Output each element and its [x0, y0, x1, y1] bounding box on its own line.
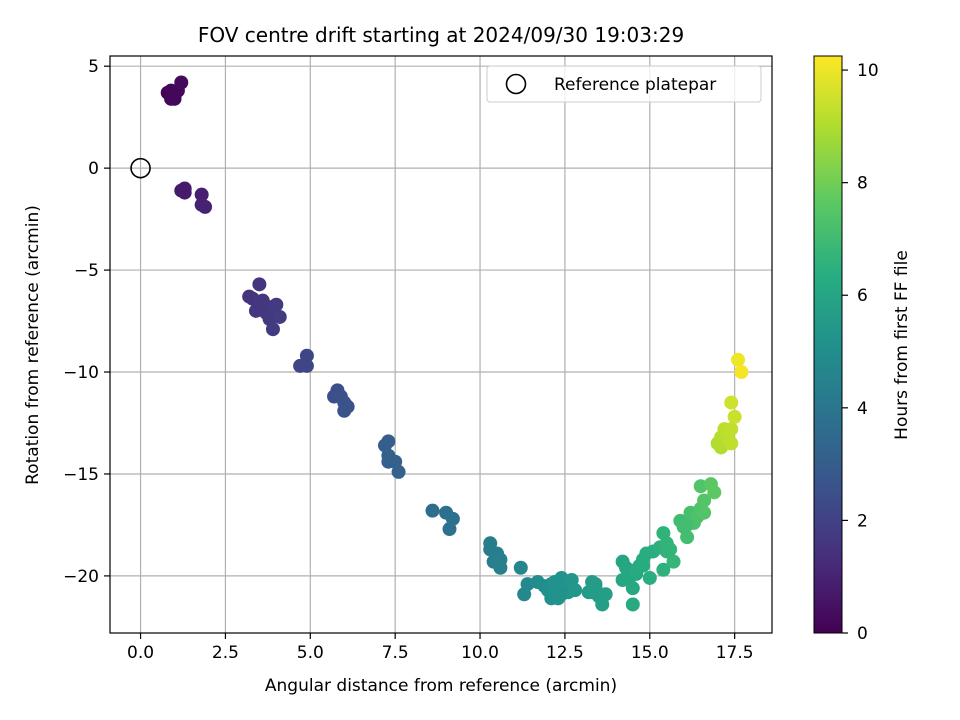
legend-open-circle-icon: [505, 73, 527, 95]
data-point: [720, 424, 735, 439]
data-point: [167, 89, 182, 104]
colorbar-label: Hours from first FF file: [892, 250, 912, 440]
data-point: [547, 575, 562, 590]
colorbar-tick-label: 6: [857, 286, 868, 306]
y-tick-label: 0: [88, 159, 99, 179]
chart-title: FOV centre drift starting at 2024/09/30 …: [198, 23, 684, 47]
data-point: [177, 185, 192, 200]
y-axis-ticks: 5 0 −5 −10 −15 −20: [63, 57, 110, 587]
data-point: [425, 503, 440, 518]
legend: Reference platepar: [486, 65, 762, 103]
data-point: [252, 277, 267, 292]
data-point: [255, 293, 270, 308]
colorbar-tick-label: 8: [857, 174, 868, 194]
data-point: [707, 485, 722, 500]
x-tick-label: 15.0: [631, 643, 669, 663]
data-point: [724, 395, 739, 410]
legend-box: [486, 65, 762, 103]
data-point: [656, 562, 671, 577]
data-point: [585, 585, 600, 600]
data-point: [269, 297, 284, 312]
x-tick-label: 0.0: [127, 643, 154, 663]
data-point: [727, 409, 742, 424]
data-point: [680, 517, 695, 532]
data-point: [659, 544, 674, 559]
data-point: [734, 365, 749, 380]
y-tick-label: −5: [74, 261, 99, 281]
data-point: [381, 434, 396, 449]
data-point: [445, 511, 460, 526]
data-point: [513, 560, 528, 575]
data-point: [625, 581, 640, 596]
y-axis-label: Rotation from reference (arcmin): [23, 205, 43, 485]
data-point: [265, 322, 280, 337]
legend-label: Reference platepar: [554, 75, 716, 95]
x-tick-label: 7.5: [382, 643, 409, 663]
x-tick-label: 17.5: [716, 643, 754, 663]
data-point: [724, 436, 739, 451]
data-point: [666, 554, 681, 569]
colorbar-ticks: 0 2 4 6 8 10: [842, 61, 879, 644]
data-point: [340, 399, 355, 414]
data-point: [299, 358, 314, 373]
data-point: [568, 583, 583, 598]
data-point: [598, 587, 613, 602]
data-point: [697, 493, 712, 508]
x-tick-label: 5.0: [297, 643, 324, 663]
x-tick-label: 2.5: [212, 643, 239, 663]
colorbar-tick-label: 0: [857, 624, 868, 644]
colorbar: [813, 55, 843, 634]
y-tick-label: 5: [88, 57, 99, 77]
reference-platepar-marker: [130, 157, 151, 179]
x-tick-label: 12.5: [546, 643, 584, 663]
data-point: [198, 199, 213, 214]
y-tick-label: −10: [63, 363, 99, 383]
x-tick-label: 10.0: [461, 643, 499, 663]
colorbar-tick-label: 10: [857, 61, 879, 81]
colorbar-tick-label: 4: [857, 399, 868, 419]
data-point: [625, 597, 640, 612]
data-point: [391, 464, 406, 479]
x-axis-ticks: 0.0 2.5 5.0 7.5 10.0 12.5 15.0 17.5: [127, 633, 754, 663]
data-point: [680, 530, 695, 545]
data-point: [194, 187, 209, 202]
colorbar-tick-label: 2: [857, 511, 868, 531]
data-point: [174, 75, 189, 90]
data-point: [272, 309, 287, 324]
y-tick-label: −15: [63, 465, 99, 485]
y-tick-label: −20: [63, 567, 99, 587]
data-point: [299, 348, 314, 363]
x-axis-label: Angular distance from reference (arcmin): [265, 676, 617, 696]
data-point: [642, 570, 657, 585]
data-points: [160, 75, 749, 612]
plot-frame: [109, 55, 773, 634]
data-point: [731, 352, 746, 367]
data-point: [493, 560, 508, 575]
data-point: [635, 558, 650, 573]
data-point: [554, 587, 569, 602]
data-point: [697, 505, 712, 520]
